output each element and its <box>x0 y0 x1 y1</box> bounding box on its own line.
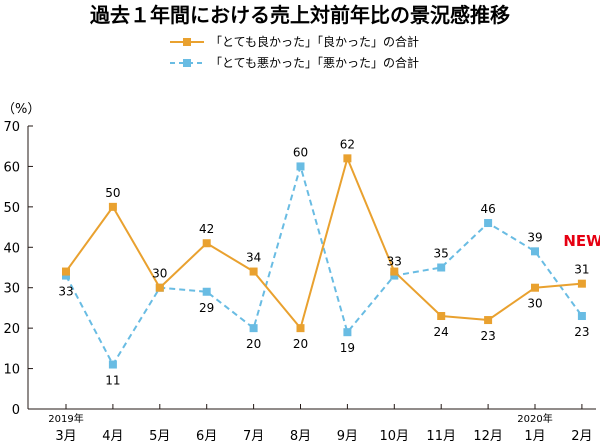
series-0-marker <box>249 267 258 276</box>
data-label: 34 <box>246 251 261 265</box>
axes <box>27 126 596 410</box>
series-1-marker <box>108 360 117 369</box>
series-1-marker <box>531 247 539 256</box>
x-tick-label: 1月 <box>524 429 545 442</box>
x-axis-ticks: 3月 4月 5月 6月 7月 8月 9月 10月 11月 12月 1月 2月 2019年 2020年 <box>48 404 593 442</box>
series-1-marker <box>249 324 258 333</box>
legend-marker-positive <box>183 38 191 46</box>
data-label: 33 <box>387 255 402 269</box>
data-label: 50 <box>105 186 120 200</box>
data-labels: 50 30 42 34 20 62 24 23 30 31 33 11 29 20 60 19 33 35 46 39… <box>58 137 589 387</box>
series-0-marker <box>577 279 586 288</box>
series-0-marker <box>155 283 164 292</box>
series-1-marker <box>343 328 352 337</box>
legend-label-negative: 「とても悪かった」「悪かった」の合計 <box>210 55 419 70</box>
data-label: 42 <box>199 222 214 236</box>
chart-title: 過去１年間における売上対前年比の景況感推移 <box>90 3 510 27</box>
data-label: 19 <box>340 341 355 355</box>
data-label: 23 <box>574 325 589 339</box>
x-tick-label: 4月 <box>102 429 123 442</box>
series-layer <box>62 154 586 369</box>
data-label: 62 <box>340 137 355 151</box>
x-tick-label: 8月 <box>290 429 311 442</box>
legend-label-positive: 「とても良かった」「良かった」の合計 <box>210 34 419 49</box>
data-label: 35 <box>434 247 449 261</box>
series-1-marker <box>296 162 305 171</box>
x-tick-label: 3月 <box>55 429 76 442</box>
series-line-1 <box>65 165 583 366</box>
series-1-marker <box>62 271 70 280</box>
data-label: 29 <box>199 301 214 315</box>
series-0-marker <box>296 324 305 333</box>
y-tick-label: 30 <box>3 282 20 297</box>
x-tick-label: 2月 <box>571 429 592 442</box>
x-tick-label: 12月 <box>473 429 503 442</box>
legend-item-negative: 「とても悪かった」「悪かった」の合計 <box>170 55 419 70</box>
x-tick-label: 5月 <box>149 429 170 442</box>
series-0-marker <box>531 283 539 292</box>
series-0-marker <box>343 154 352 163</box>
data-label: 24 <box>434 325 449 339</box>
data-label: 33 <box>58 285 73 299</box>
legend-item-positive: 「とても良かった」「良かった」の合計 <box>170 34 419 49</box>
data-label: 20 <box>246 337 261 351</box>
series-0-marker <box>62 267 70 276</box>
data-label: 60 <box>293 145 308 159</box>
series-0-marker <box>390 267 399 276</box>
series-1-marker <box>437 263 446 272</box>
series-0-marker <box>484 316 493 325</box>
y-tick-label: 20 <box>3 322 20 337</box>
series-0-marker <box>202 239 211 248</box>
data-label: 39 <box>527 230 542 244</box>
series-1-marker <box>577 312 586 321</box>
series-1-marker <box>202 287 211 296</box>
x-year-label: 2019年 <box>48 412 83 425</box>
y-tick-label: 60 <box>3 160 20 175</box>
y-tick-label: 0 <box>12 403 20 418</box>
x-year-label: 2020年 <box>517 412 552 425</box>
y-axis-ticks: 0 10 20 30 40 50 60 70 <box>3 120 33 418</box>
y-axis-unit: （%） <box>2 102 40 117</box>
y-tick-label: 10 <box>3 363 20 378</box>
legend: 「とても良かった」「良かった」の合計 「とても悪かった」「悪かった」の合計 <box>170 34 419 70</box>
series-1-marker <box>390 271 399 280</box>
x-tick-label: 9月 <box>337 429 358 442</box>
legend-marker-negative <box>183 59 191 67</box>
series-0-marker <box>108 202 117 211</box>
data-label: 46 <box>480 202 495 216</box>
data-label: 11 <box>105 374 120 388</box>
y-tick-label: 40 <box>3 241 20 256</box>
data-label: 20 <box>293 337 308 351</box>
y-tick-label: 50 <box>3 201 20 216</box>
x-tick-label: 10月 <box>380 429 410 442</box>
series-0-marker <box>437 312 446 321</box>
data-label: 23 <box>480 329 495 343</box>
x-tick-label: 6月 <box>196 429 217 442</box>
series-1-marker <box>484 219 493 228</box>
data-label: 30 <box>152 267 167 281</box>
x-tick-label: 11月 <box>426 429 456 442</box>
data-label: 31 <box>574 263 589 277</box>
x-tick-label: 7月 <box>243 429 264 442</box>
data-label: 30 <box>527 297 542 311</box>
new-badge: NEW <box>563 232 600 250</box>
series-line-0 <box>65 157 582 330</box>
y-tick-label: 70 <box>3 120 20 135</box>
